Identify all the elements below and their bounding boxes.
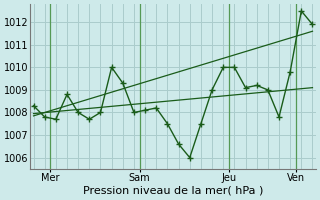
X-axis label: Pression niveau de la mer( hPa ): Pression niveau de la mer( hPa ): [83, 186, 263, 196]
